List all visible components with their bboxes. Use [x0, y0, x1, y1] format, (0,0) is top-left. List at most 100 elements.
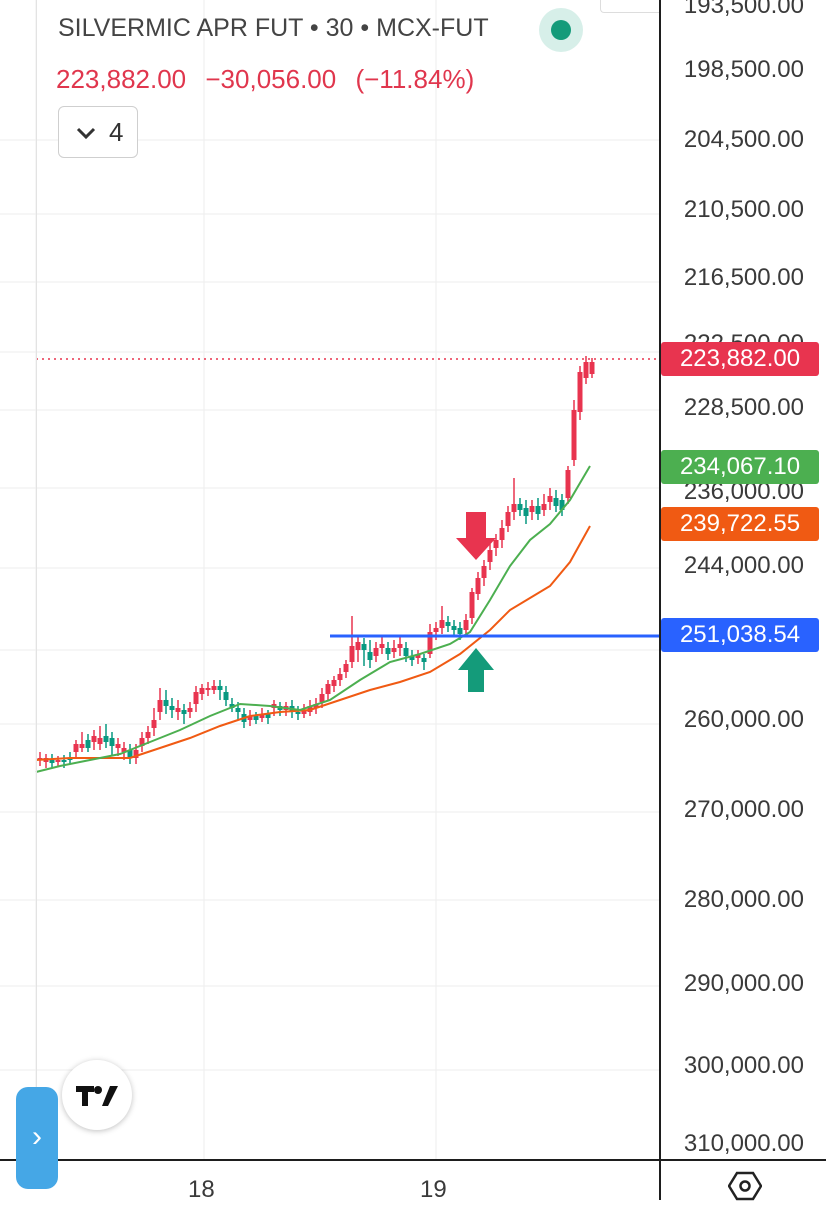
candle-body: [571, 410, 577, 460]
candle-body: [511, 504, 517, 512]
chart-area[interactable]: [0, 0, 660, 1160]
candle-body: [169, 706, 175, 710]
candle-body: [565, 470, 571, 498]
price-axis-label: 300,000.00: [683, 1052, 804, 1079]
candle-body: [229, 704, 235, 708]
candle-body: [469, 592, 475, 618]
candle-body: [73, 744, 79, 752]
candle-body: [547, 496, 553, 502]
candle-body: [157, 700, 163, 712]
candle-body: [463, 620, 469, 630]
price-axis-border: [659, 0, 661, 1200]
live-status-dot-icon: [539, 8, 583, 52]
symbol-name: SILVERMIC APR FUT: [58, 14, 303, 42]
time-label-19: 19: [420, 1176, 447, 1203]
candle-body: [355, 642, 361, 650]
candle-body: [145, 732, 151, 738]
candle-body: [481, 566, 487, 578]
candle-body: [397, 644, 403, 648]
exchange-label: MCX-FUT: [376, 14, 489, 42]
candle-body: [319, 694, 325, 702]
price-axis-label: 270,000.00: [683, 796, 804, 823]
price-change: −30,056.00: [205, 64, 337, 94]
chevron-down-icon: [75, 120, 97, 151]
candle-body: [361, 644, 367, 650]
chart-canvas[interactable]: [0, 0, 660, 1160]
hexagon-settings-icon[interactable]: [727, 1171, 763, 1206]
price-axis-label: 216,500.00: [683, 264, 804, 291]
candle-body: [367, 652, 373, 660]
chevron-right-icon[interactable]: ›: [16, 1087, 58, 1189]
time-label-18: 18: [188, 1176, 215, 1203]
candle-body: [433, 628, 439, 632]
candle-body: [337, 674, 343, 680]
price-axis-label: 204,500.00: [683, 126, 804, 153]
down-arrow-icon: [456, 512, 496, 560]
ma-fast-line: [35, 465, 591, 773]
price-change-percent: (−11.84%): [355, 64, 475, 94]
candle-body: [415, 654, 421, 658]
candle-body: [79, 744, 85, 748]
last-price: 223,882.00: [56, 64, 187, 94]
indicators-collapse-button[interactable]: 4: [58, 106, 138, 158]
candle-body: [139, 738, 145, 746]
candle-body: [127, 750, 133, 758]
up-arrow-icon: [458, 648, 494, 692]
candle-body: [379, 644, 385, 648]
candle-body: [175, 708, 181, 712]
price-badge: 239,722.55: [661, 507, 819, 541]
candle-body: [541, 504, 547, 510]
candle-body: [553, 498, 559, 506]
candle-body: [487, 550, 493, 562]
candle-body: [409, 656, 415, 660]
candle-body: [121, 748, 127, 752]
candle-body: [505, 512, 511, 526]
price-axis-label: 228,500.00: [683, 394, 804, 421]
candle-body: [91, 736, 97, 742]
candle-body: [439, 620, 445, 628]
price-badge: 223,882.00: [661, 342, 819, 376]
candle-body: [451, 626, 457, 630]
candle-body: [331, 680, 337, 686]
candle-body: [577, 372, 583, 412]
price-badge: 234,067.10: [661, 450, 819, 484]
candle-body: [325, 684, 331, 694]
candle-body: [97, 738, 103, 744]
interval-label: 30: [325, 14, 354, 42]
candle-body: [349, 646, 355, 662]
candle-body: [559, 500, 565, 510]
price-badge: 251,038.54: [661, 618, 819, 652]
candle-body: [103, 736, 109, 742]
candle-body: [115, 744, 121, 748]
top-panel-edge: [600, 0, 659, 13]
symbol-title[interactable]: SILVERMIC APR FUT • 30 • MCX-FUT: [58, 14, 489, 43]
candle-body: [457, 628, 463, 634]
candle-body: [259, 714, 265, 718]
candle-body: [343, 664, 349, 672]
candle-body: [391, 648, 397, 652]
candle-body: [493, 540, 499, 548]
candle-body: [427, 632, 433, 654]
tradingview-logo-icon[interactable]: [62, 1060, 132, 1130]
candle-body: [373, 648, 379, 656]
candle-body: [151, 720, 157, 728]
candle-body: [187, 708, 193, 712]
candle-body: [301, 710, 307, 714]
candle-body: [211, 686, 217, 690]
price-axis-label: 310,000.00: [683, 1130, 804, 1157]
candle-body: [109, 738, 115, 746]
candle-body: [247, 716, 253, 720]
quote-line: 223,882.00 −30,056.00 (−11.84%): [56, 64, 486, 95]
candle-body: [199, 688, 205, 694]
candle-body: [517, 504, 523, 510]
candle-body: [535, 506, 541, 514]
candle-body: [235, 708, 241, 712]
candle-body: [163, 700, 169, 706]
time-axis-border: [0, 1159, 826, 1161]
candle-body: [499, 528, 505, 540]
candle-body: [403, 648, 409, 656]
candle-body: [529, 506, 535, 512]
candle-body: [265, 714, 271, 718]
candle-body: [589, 362, 595, 374]
candle-body: [85, 740, 91, 748]
